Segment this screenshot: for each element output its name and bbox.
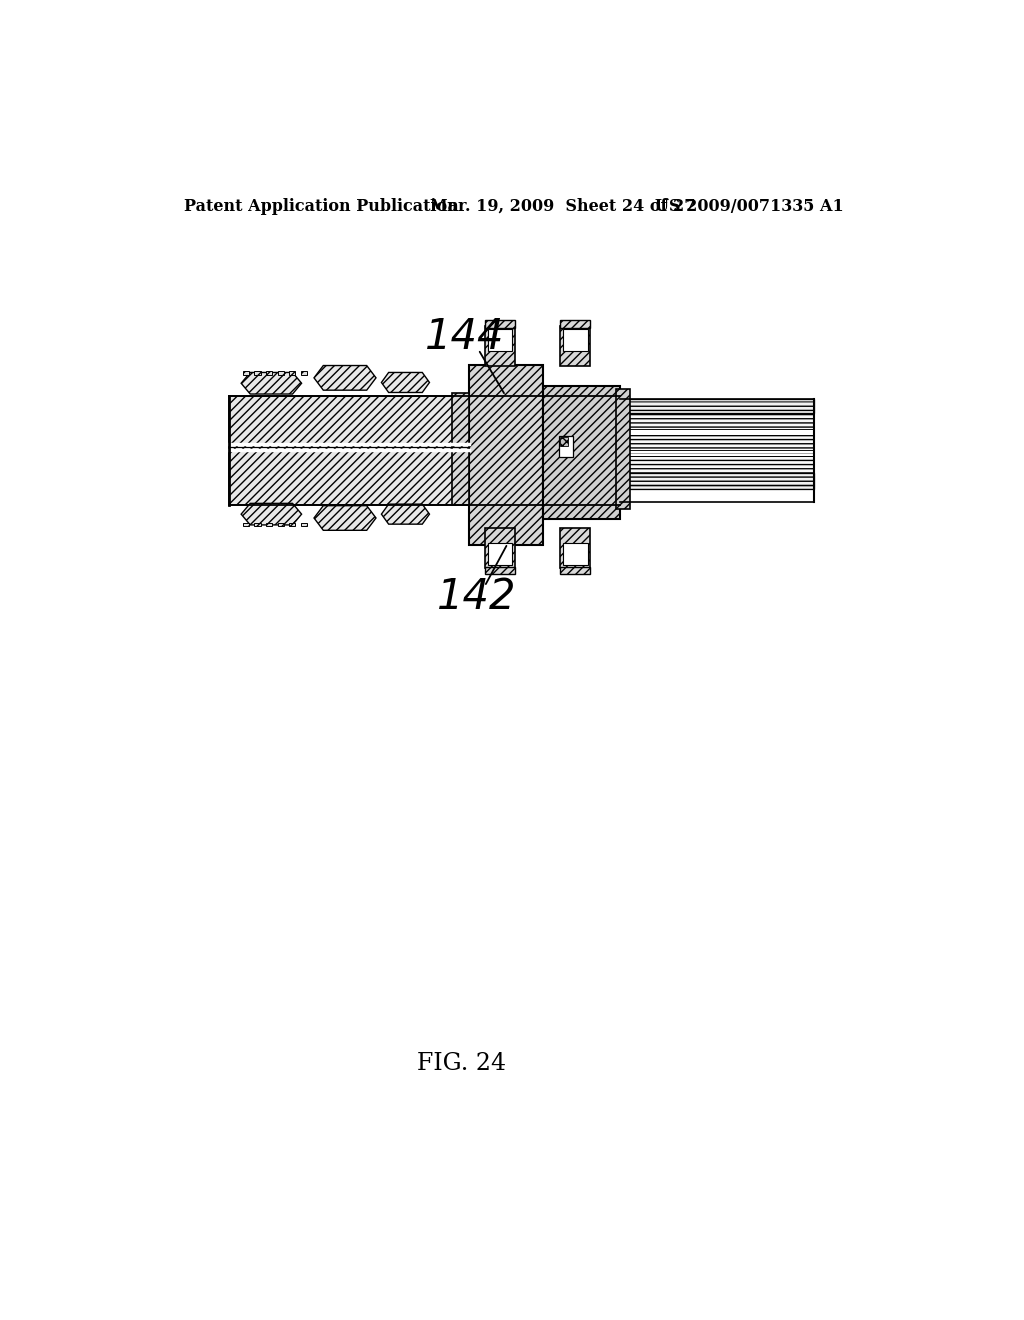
- Bar: [621, 474, 814, 488]
- Bar: [560, 321, 590, 327]
- Polygon shape: [381, 372, 429, 392]
- Bar: [485, 566, 515, 574]
- Bar: [560, 566, 590, 574]
- Polygon shape: [266, 523, 272, 527]
- Bar: [621, 429, 814, 434]
- Bar: [560, 528, 590, 568]
- Bar: [621, 400, 814, 413]
- Polygon shape: [381, 504, 429, 524]
- Polygon shape: [289, 371, 295, 375]
- Bar: [621, 450, 814, 457]
- Text: Mar. 19, 2009  Sheet 24 of 27: Mar. 19, 2009 Sheet 24 of 27: [430, 198, 695, 215]
- Bar: [485, 528, 515, 568]
- Bar: [621, 457, 814, 474]
- Text: 142: 142: [437, 577, 516, 618]
- Polygon shape: [241, 503, 302, 525]
- Bar: [560, 437, 568, 446]
- Polygon shape: [289, 523, 295, 527]
- Polygon shape: [254, 523, 260, 527]
- Polygon shape: [278, 523, 284, 527]
- Polygon shape: [301, 371, 307, 375]
- Polygon shape: [278, 371, 284, 375]
- Polygon shape: [243, 371, 249, 375]
- Polygon shape: [254, 371, 260, 375]
- Bar: [452, 393, 469, 504]
- Bar: [487, 330, 512, 351]
- Bar: [616, 389, 630, 508]
- Polygon shape: [241, 372, 302, 395]
- Bar: [559, 436, 572, 457]
- Polygon shape: [314, 506, 376, 531]
- Bar: [228, 396, 469, 506]
- Bar: [485, 326, 515, 367]
- Polygon shape: [314, 366, 376, 391]
- Polygon shape: [301, 523, 307, 527]
- Polygon shape: [243, 523, 249, 527]
- Bar: [621, 434, 814, 450]
- Bar: [560, 326, 590, 367]
- Bar: [563, 330, 588, 351]
- Bar: [485, 321, 515, 327]
- Text: FIG. 24: FIG. 24: [417, 1052, 506, 1074]
- Bar: [469, 364, 543, 545]
- Text: 144: 144: [425, 315, 505, 358]
- Bar: [543, 385, 621, 519]
- Text: US 2009/0071335 A1: US 2009/0071335 A1: [655, 198, 844, 215]
- Bar: [487, 544, 512, 565]
- Bar: [621, 413, 814, 429]
- Polygon shape: [266, 371, 272, 375]
- Bar: [563, 544, 588, 565]
- Text: Patent Application Publication: Patent Application Publication: [183, 198, 459, 215]
